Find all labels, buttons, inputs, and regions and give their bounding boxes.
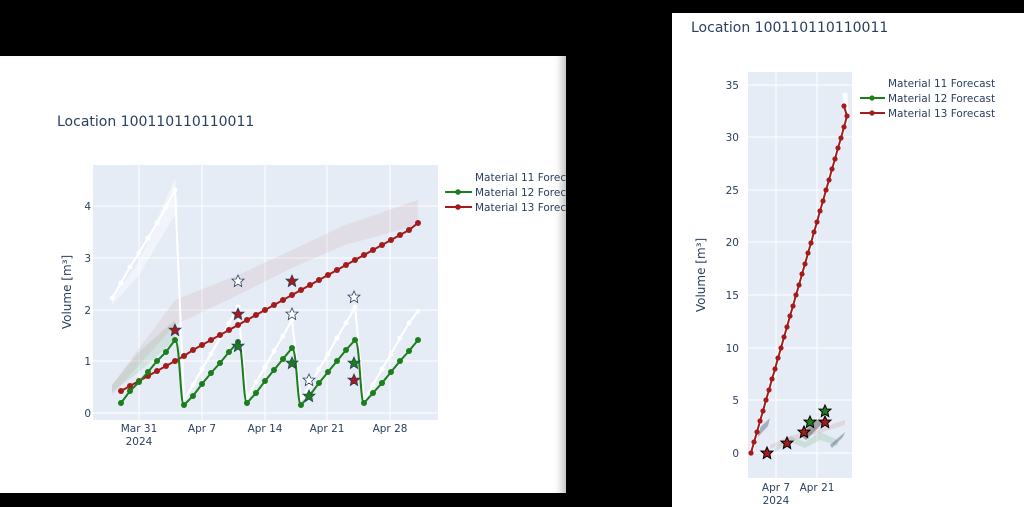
left-series-material-13[interactable] xyxy=(120,222,419,392)
legend-item-material-11[interactable]: Material 11 Forecast xyxy=(475,172,566,184)
svg-text:4: 4 xyxy=(84,201,91,213)
svg-text:Material 13 Forecast: Material 13 Forecast xyxy=(475,202,566,214)
svg-text:20: 20 xyxy=(726,237,739,249)
svg-text:35: 35 xyxy=(726,80,739,92)
left-chart-panel: Location 100110110110011 0 1 2 3 4 Volum… xyxy=(0,56,566,493)
right-x-ticks: Apr 7 2024 Apr 21 xyxy=(762,482,835,507)
svg-text:0: 0 xyxy=(84,408,91,420)
left-y-ticks: 0 1 2 3 4 xyxy=(84,201,91,420)
svg-text:2: 2 xyxy=(84,305,91,317)
svg-text:10: 10 xyxy=(726,343,739,355)
right-chart-panel: Location 100110110110011 0 5 10 15 20 25… xyxy=(672,13,1024,507)
legend-item-material-12[interactable]: Material 12 Forecast xyxy=(445,187,566,199)
left-series-material-11-points xyxy=(109,187,421,388)
right-grid xyxy=(748,72,852,478)
svg-text:25: 25 xyxy=(726,185,739,197)
left-x-ticks: Mar 31 2024 Apr 7 Apr 14 Apr 21 Apr 28 xyxy=(121,423,408,448)
svg-text:Material 12 Forecast: Material 12 Forecast xyxy=(475,187,566,199)
svg-text:Material 11 Forecast: Material 11 Forecast xyxy=(888,78,995,90)
legend-item-material-12[interactable]: Material 12 Forecast xyxy=(860,93,995,105)
legend-item-material-13[interactable]: Material 13 Forecast xyxy=(860,108,995,120)
svg-text:5: 5 xyxy=(732,395,739,407)
svg-text:Material 11 Forecast: Material 11 Forecast xyxy=(475,172,566,184)
legend-item-material-11[interactable]: Material 11 Forecast xyxy=(888,78,995,90)
svg-text:2024: 2024 xyxy=(763,495,790,507)
left-y-axis-label: Volume [m³] xyxy=(60,255,74,329)
svg-text:Apr 21: Apr 21 xyxy=(310,423,345,435)
right-y-axis-label: Volume [m³] xyxy=(694,238,708,312)
svg-text:2024: 2024 xyxy=(126,436,153,448)
left-series-material-13-points xyxy=(118,220,421,394)
svg-text:15: 15 xyxy=(726,290,739,302)
right-y-ticks: 0 5 10 15 20 25 30 35 xyxy=(726,80,739,460)
svg-text:Mar 31: Mar 31 xyxy=(121,423,158,435)
right-legend: Material 11 Forecast Material 12 Forecas… xyxy=(860,78,995,120)
svg-text:Material 12 Forecast: Material 12 Forecast xyxy=(888,93,995,105)
svg-text:Apr 7: Apr 7 xyxy=(188,423,216,435)
right-material-11-endpoint xyxy=(842,92,848,98)
right-series-material-13[interactable] xyxy=(750,105,849,454)
svg-text:Material 13 Forecast: Material 13 Forecast xyxy=(888,108,995,120)
left-legend: Material 11 Forecast Material 12 Forecas… xyxy=(445,172,566,214)
legend-item-material-13[interactable]: Material 13 Forecast xyxy=(445,202,566,214)
svg-text:Apr 28: Apr 28 xyxy=(373,423,408,435)
svg-text:1: 1 xyxy=(84,356,91,368)
svg-text:3: 3 xyxy=(84,253,91,265)
right-series-material-13-points xyxy=(748,103,850,456)
left-confidence-bands xyxy=(112,178,418,395)
svg-text:Apr 21: Apr 21 xyxy=(800,482,835,494)
left-chart-title: Location 100110110110011 xyxy=(57,114,254,130)
right-chart-title: Location 100110110110011 xyxy=(691,20,888,36)
svg-text:Apr 14: Apr 14 xyxy=(248,423,283,435)
right-chart-svg: Location 100110110110011 0 5 10 15 20 25… xyxy=(691,20,995,507)
svg-text:Apr 7: Apr 7 xyxy=(762,482,790,494)
left-chart-svg: Location 100110110110011 0 1 2 3 4 Volum… xyxy=(57,114,566,448)
svg-text:0: 0 xyxy=(732,448,739,460)
svg-text:30: 30 xyxy=(726,132,739,144)
left-series-material-12[interactable] xyxy=(120,338,419,407)
